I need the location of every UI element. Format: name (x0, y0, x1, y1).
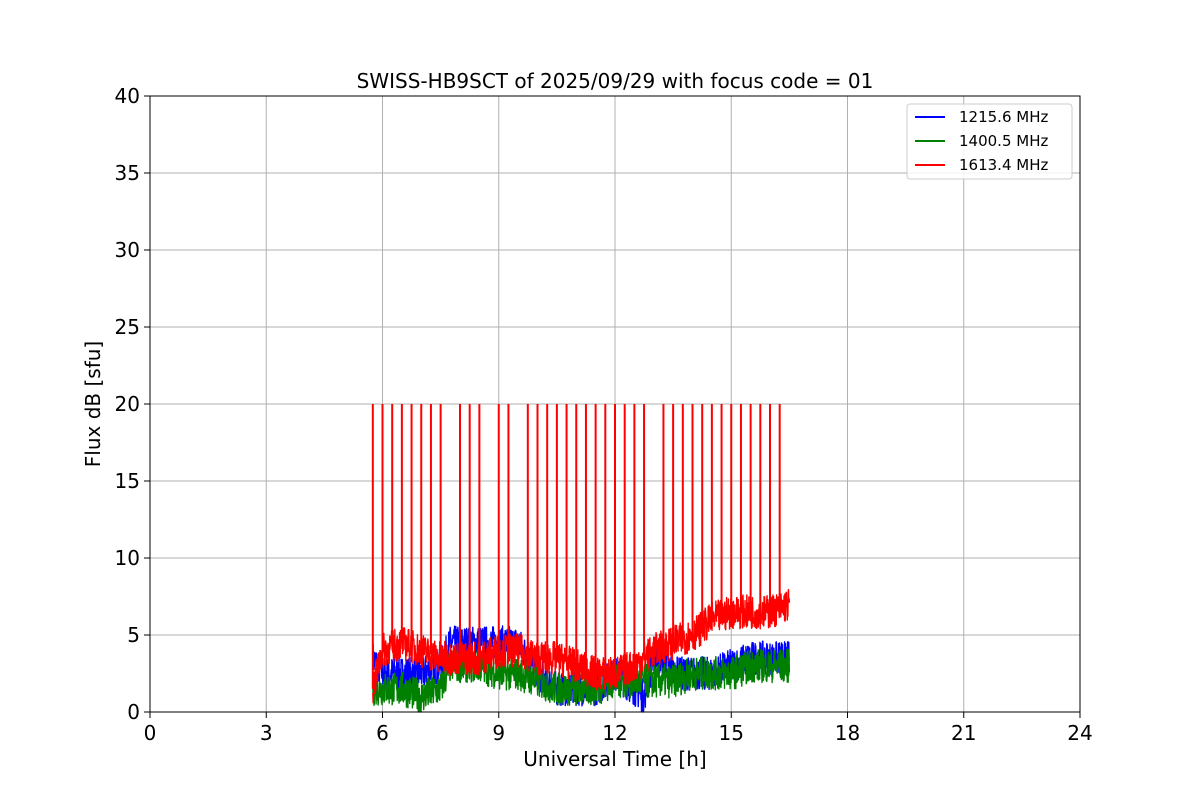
y-axis-label: Flux dB [sfu] (81, 341, 105, 467)
y-tick-label: 0 (127, 700, 140, 724)
legend-label: 1215.6 MHz (959, 108, 1048, 126)
x-axis-label: Universal Time [h] (523, 747, 706, 771)
y-tick-label: 10 (115, 546, 140, 570)
y-tick-label: 20 (115, 392, 140, 416)
y-tick-label: 25 (115, 315, 140, 339)
y-tick-label: 40 (115, 84, 140, 108)
legend-label: 1613.4 MHz (959, 156, 1048, 174)
x-tick-label: 9 (492, 721, 505, 745)
x-tick-label: 15 (719, 721, 744, 745)
chart-title: SWISS-HB9SCT of 2025/09/29 with focus co… (357, 69, 874, 93)
y-tick-label: 35 (115, 161, 140, 185)
y-tick-label: 15 (115, 469, 140, 493)
x-tick-label: 3 (260, 721, 273, 745)
x-tick-label: 6 (376, 721, 389, 745)
x-tick-label: 18 (835, 721, 860, 745)
legend: 1215.6 MHz 1400.5 MHz 1613.4 MHz (906, 103, 1073, 180)
x-tick-label: 24 (1067, 721, 1092, 745)
y-tick-label: 5 (127, 623, 140, 647)
legend-box (906, 103, 1073, 180)
y-tick-label: 30 (115, 238, 140, 262)
legend-label: 1400.5 MHz (959, 132, 1048, 150)
x-tick-label: 0 (144, 721, 157, 745)
series-lines (371, 404, 791, 713)
x-tick-label: 21 (951, 721, 976, 745)
x-tick-label: 12 (602, 721, 627, 745)
series-line-2 (372, 648, 791, 713)
axis-ticks: 0 3 6 9 12 15 18 21 24 0 5 10 15 20 25 30 35 40 (115, 84, 1093, 745)
series-line-3 (372, 588, 791, 704)
